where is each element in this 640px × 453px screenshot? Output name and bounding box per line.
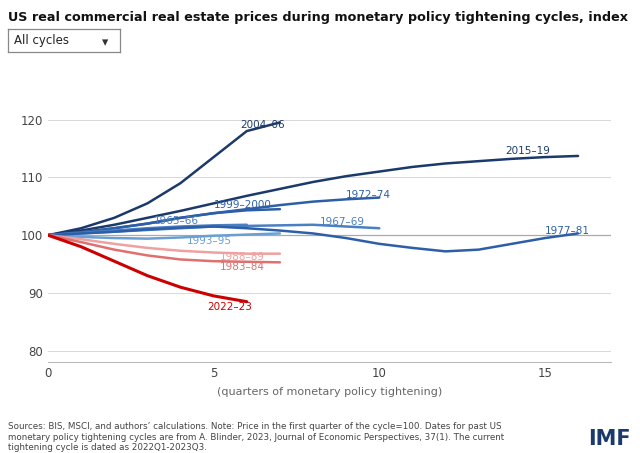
Text: All cycles: All cycles <box>14 34 69 47</box>
Text: IMF: IMF <box>588 429 630 449</box>
Text: 1993–95: 1993–95 <box>187 236 232 246</box>
Text: 1977–81: 1977–81 <box>545 226 590 236</box>
Text: 2022–23: 2022–23 <box>207 303 252 313</box>
Text: 1965–66: 1965–66 <box>154 216 199 226</box>
Text: 2015–19: 2015–19 <box>505 146 550 156</box>
Text: 1999–2000: 1999–2000 <box>214 199 271 210</box>
Text: 1967–69: 1967–69 <box>319 217 365 227</box>
Text: 2004–06: 2004–06 <box>240 120 285 130</box>
X-axis label: (quarters of monetary policy tightening): (quarters of monetary policy tightening) <box>217 387 442 397</box>
Text: 1972–74: 1972–74 <box>346 190 391 200</box>
Text: 1983–84: 1983–84 <box>220 262 265 272</box>
Text: Sources: BIS, MSCI, and authors’ calculations. Note: Price in the first quarter : Sources: BIS, MSCI, and authors’ calcula… <box>8 422 504 452</box>
Text: US real commercial real estate prices during monetary policy tightening cycles, : US real commercial real estate prices du… <box>8 11 628 24</box>
Text: 1988–89: 1988–89 <box>220 252 265 262</box>
Text: ▾: ▾ <box>102 36 108 49</box>
